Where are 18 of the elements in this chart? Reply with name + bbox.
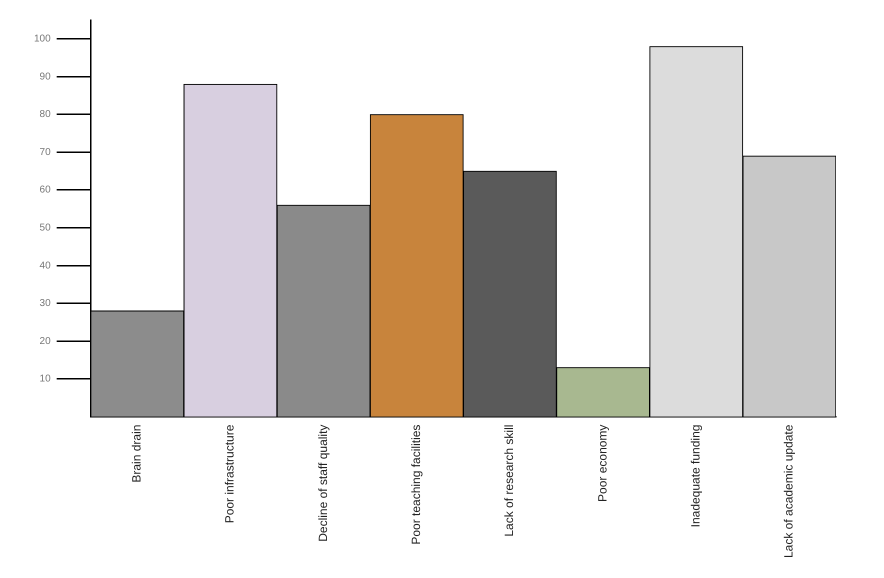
y-tick-label: 100 (34, 34, 52, 45)
y-tick-label: 80 (40, 109, 52, 120)
x-tick-label: Poor teaching facilities (409, 424, 424, 545)
y-tick-label: 40 (40, 260, 52, 272)
y-tick-label: 10 (40, 374, 52, 385)
x-tick-label: Lack of academic update (782, 424, 796, 558)
y-tick-label: 70 (40, 146, 52, 158)
x-tick-label: Poor infrastructure (222, 424, 237, 524)
x-tick-label: Brain drain (130, 424, 144, 483)
y-tick-label: 20 (40, 336, 52, 347)
y-tick-label: 30 (40, 298, 52, 310)
x-tick-label: Poor economy (595, 424, 610, 502)
x-tick-label: Decline of staff quality (316, 424, 330, 542)
y-tick-label: 60 (40, 184, 52, 196)
x-tick-label: Lack of research skill (502, 424, 516, 537)
y-tick-label: 90 (40, 71, 52, 82)
y-tick-label: 50 (40, 222, 52, 234)
x-tick-label: Inadequate funding (688, 424, 703, 528)
